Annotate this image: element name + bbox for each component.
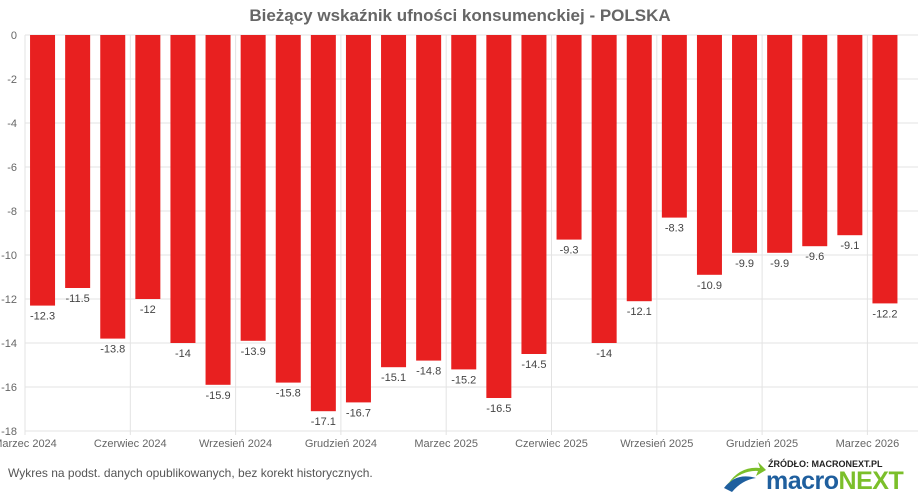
x-tick-label: Czerwiec 2025 <box>515 438 588 450</box>
y-tick-label: -2 <box>7 74 17 86</box>
data-label: -9.6 <box>805 251 824 263</box>
data-label: -12 <box>140 304 156 316</box>
data-label: -8.3 <box>665 223 684 235</box>
x-tick-label: Marzec 2024 <box>0 438 57 450</box>
data-label: -10.9 <box>697 280 722 292</box>
bar <box>732 35 758 253</box>
bar <box>872 35 898 304</box>
bar <box>240 35 266 341</box>
bar <box>30 35 56 306</box>
y-tick-label: -6 <box>7 162 17 174</box>
bar <box>626 35 652 302</box>
x-tick-label: Wrzesień 2025 <box>620 438 693 450</box>
data-label: -13.8 <box>100 344 125 356</box>
macronext-logo <box>722 456 912 496</box>
data-label: -16.5 <box>486 403 511 415</box>
data-label: -9.9 <box>735 258 754 270</box>
y-tick-label: -18 <box>1 426 17 438</box>
bar <box>767 35 793 253</box>
x-tick-label: Marzec 2025 <box>414 438 478 450</box>
bar <box>310 35 336 412</box>
logo-brand-next: NEXT <box>838 467 904 495</box>
data-label: -15.1 <box>381 372 406 384</box>
data-label: -9.9 <box>770 258 789 270</box>
bar <box>802 35 828 247</box>
logo-swoosh-icon <box>724 462 766 492</box>
y-tick-label: -16 <box>1 382 17 394</box>
bar <box>837 35 863 236</box>
logo-brand-macro: macro <box>766 467 839 495</box>
x-tick-label: Marzec 2026 <box>836 438 900 450</box>
data-label: -17.1 <box>311 416 336 428</box>
data-label: -9.1 <box>840 240 859 252</box>
data-label: -15.8 <box>276 388 301 400</box>
y-tick-label: -4 <box>7 118 17 130</box>
logo-source-text: ŹRÓDŁO: MACRONEXT.PL <box>768 459 883 469</box>
y-tick-label: -14 <box>1 338 17 350</box>
bar <box>416 35 442 361</box>
bar <box>661 35 687 218</box>
x-tick-label: Grudzień 2025 <box>726 438 798 450</box>
chart-title: Bieżący wskaźnik ufności konsumenckiej -… <box>249 6 671 25</box>
y-tick-label: -12 <box>1 294 17 306</box>
data-label: -11.5 <box>66 293 90 305</box>
data-label: -14.5 <box>521 359 546 371</box>
y-tick-label: -8 <box>7 206 17 218</box>
data-label: -15.2 <box>451 374 476 386</box>
y-tick-label: -10 <box>1 250 17 262</box>
bar <box>170 35 196 343</box>
bar <box>135 35 161 299</box>
bar <box>205 35 231 385</box>
footnote: Wykres na podst. danych opublikowanych, … <box>8 466 373 480</box>
x-tick-label: Grudzień 2024 <box>305 438 377 450</box>
data-label: -15.9 <box>206 390 231 402</box>
bar <box>591 35 617 343</box>
y-tick-label: 0 <box>11 30 17 42</box>
bar <box>556 35 582 240</box>
data-label: -14 <box>596 348 612 360</box>
data-label: -12.3 <box>30 311 55 323</box>
bar <box>275 35 301 383</box>
data-label: -12.1 <box>627 306 652 318</box>
data-label: -14 <box>175 348 191 360</box>
bar-chart: 0 -2 -4 -6 -8 -10 -12 -14 -16 -18Marzec 2024 Czerw… <box>0 30 918 450</box>
bar <box>100 35 126 339</box>
bar <box>345 35 371 403</box>
bar <box>451 35 477 370</box>
bar <box>381 35 407 368</box>
x-tick-label: Czerwiec 2024 <box>94 438 167 450</box>
data-label: -9.3 <box>560 245 579 257</box>
logo-brand: macroNEXT <box>766 467 904 495</box>
bar <box>696 35 722 275</box>
data-label: -13.9 <box>241 346 266 358</box>
data-label: -14.8 <box>416 366 441 378</box>
data-label: -16.7 <box>346 407 371 419</box>
bar <box>486 35 512 398</box>
x-tick-label: Wrzesień 2024 <box>199 438 272 450</box>
bar <box>521 35 547 354</box>
data-label: -12.2 <box>872 308 897 320</box>
bar <box>65 35 91 288</box>
